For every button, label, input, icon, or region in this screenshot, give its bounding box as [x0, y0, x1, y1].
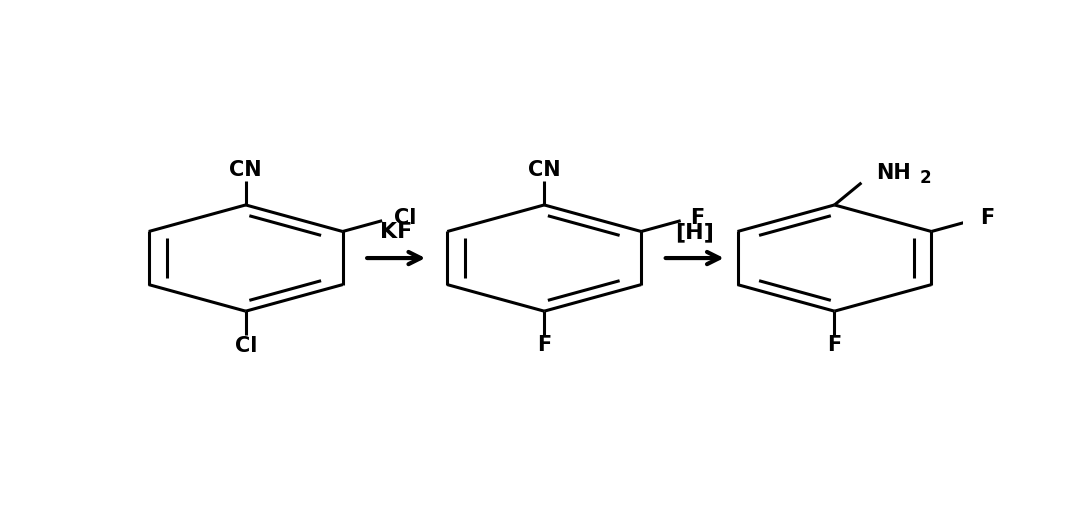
Text: Cl: Cl	[234, 336, 257, 356]
Text: F: F	[537, 335, 551, 355]
Text: CN: CN	[229, 160, 262, 180]
Text: 2: 2	[919, 170, 931, 188]
Text: F: F	[827, 335, 842, 355]
Text: Cl: Cl	[394, 207, 416, 227]
Text: NH: NH	[876, 163, 911, 183]
Text: [H]: [H]	[675, 222, 714, 243]
Text: CN: CN	[528, 160, 561, 180]
Text: F: F	[690, 207, 704, 227]
Text: F: F	[980, 207, 995, 227]
Text: KF: KF	[380, 222, 412, 243]
